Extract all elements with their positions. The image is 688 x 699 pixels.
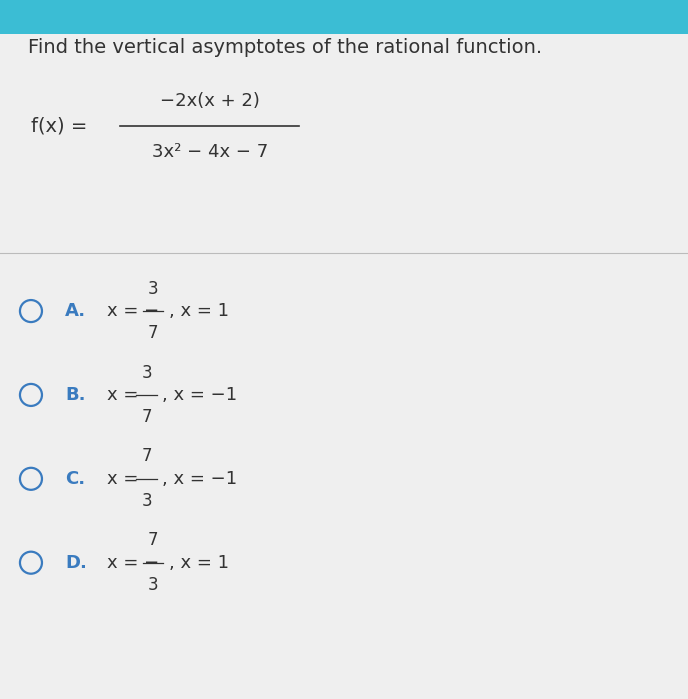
- Text: , x = −1: , x = −1: [162, 386, 237, 404]
- Text: 7: 7: [141, 408, 152, 426]
- Text: 7: 7: [148, 324, 158, 343]
- Text: 7: 7: [141, 447, 152, 466]
- Text: f(x) =: f(x) =: [31, 116, 87, 136]
- Text: 3x² − 4x − 7: 3x² − 4x − 7: [152, 143, 268, 161]
- FancyBboxPatch shape: [0, 0, 688, 34]
- Text: , x = −1: , x = −1: [162, 470, 237, 488]
- Text: 3: 3: [141, 363, 152, 382]
- Text: Find the vertical asymptotes of the rational function.: Find the vertical asymptotes of the rati…: [28, 38, 541, 57]
- Text: , x = 1: , x = 1: [169, 554, 229, 572]
- Text: B.: B.: [65, 386, 86, 404]
- Text: D.: D.: [65, 554, 87, 572]
- Text: 3: 3: [148, 280, 158, 298]
- Text: C.: C.: [65, 470, 85, 488]
- Text: A.: A.: [65, 302, 87, 320]
- Text: x =: x =: [107, 470, 144, 488]
- Text: x = −: x = −: [107, 302, 159, 320]
- Text: 7: 7: [148, 531, 158, 549]
- Text: −2x(x + 2): −2x(x + 2): [160, 92, 260, 110]
- Text: x = −: x = −: [107, 554, 159, 572]
- Text: , x = 1: , x = 1: [169, 302, 229, 320]
- Text: 3: 3: [148, 576, 158, 594]
- Text: 3: 3: [141, 492, 152, 510]
- Text: x =: x =: [107, 386, 144, 404]
